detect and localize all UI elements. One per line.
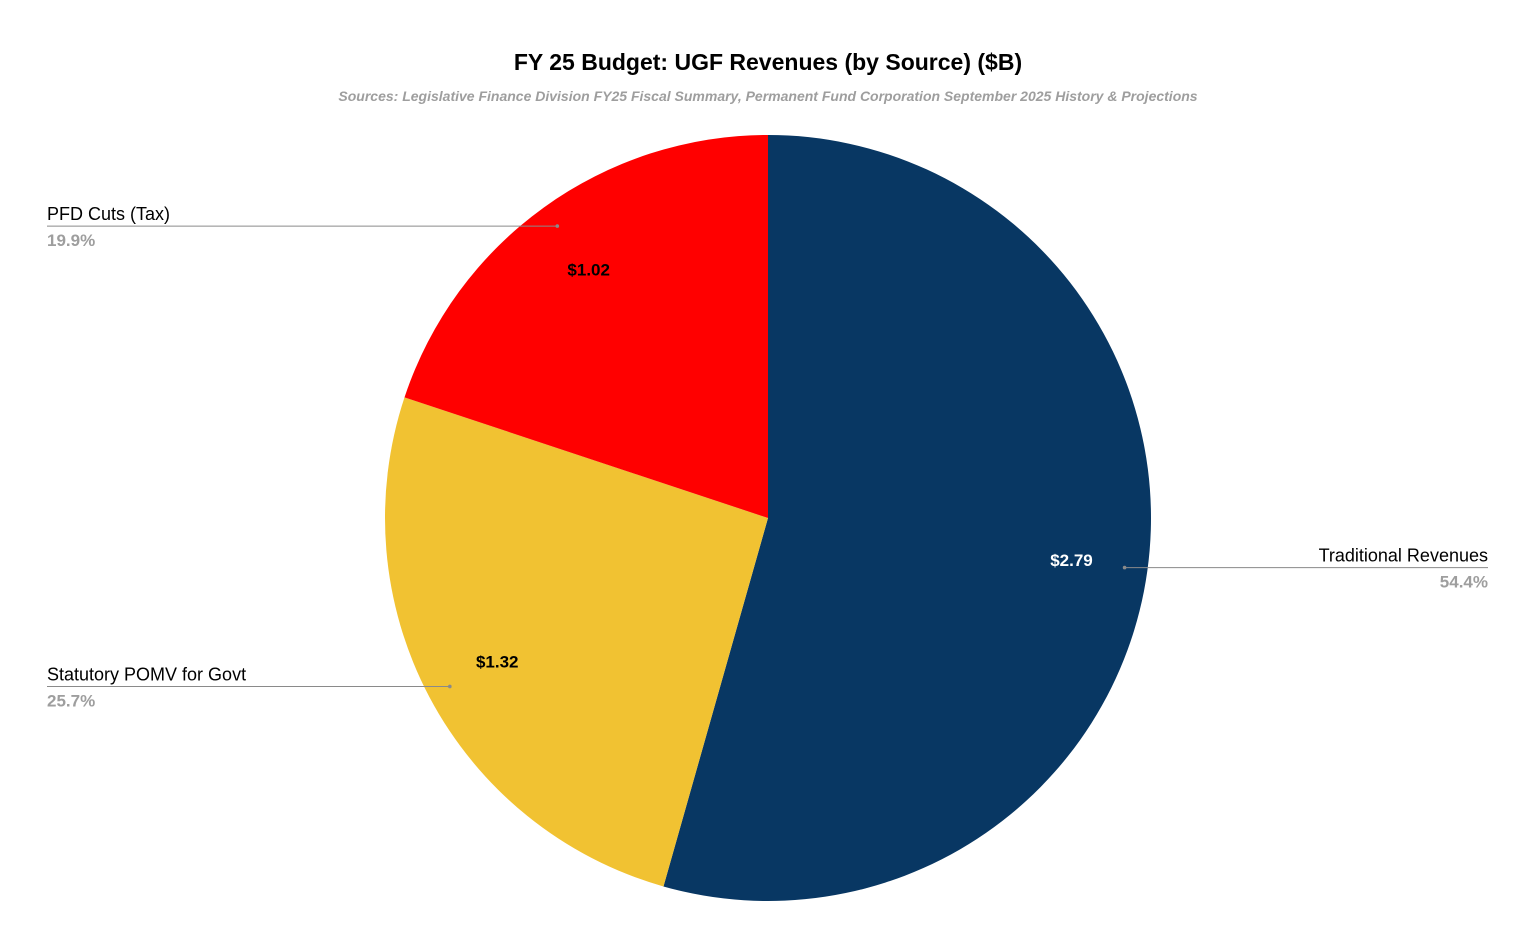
slice-percent-statutory-pomv-for-govt: 25.7% bbox=[47, 691, 95, 710]
pie-slice-traditional-revenues bbox=[663, 135, 1151, 901]
slice-name-traditional-revenues: Traditional Revenues bbox=[1319, 546, 1488, 566]
slice-name-pfd-cuts-tax: PFD Cuts (Tax) bbox=[47, 204, 170, 224]
slice-percent-pfd-cuts-tax: 19.9% bbox=[47, 231, 95, 250]
leader-dot-pfd-cuts-tax bbox=[555, 224, 560, 228]
slice-name-statutory-pomv-for-govt: Statutory POMV for Govt bbox=[47, 664, 246, 684]
pie-slice-statutory-pomv-for-govt bbox=[384, 397, 768, 887]
leader-dot-traditional-revenues bbox=[1122, 565, 1127, 570]
data-label-traditional-revenues: $2.79 bbox=[1050, 551, 1093, 570]
data-label-pfd-cuts-tax: $1.02 bbox=[567, 261, 610, 280]
pie-slice-pfd-cuts-tax bbox=[404, 135, 768, 518]
data-label-statutory-pomv-for-govt: $1.32 bbox=[476, 652, 519, 671]
chart-subtitle: Sources: Legislative Finance Division FY… bbox=[338, 88, 1197, 104]
leader-dot-statutory-pomv-for-govt bbox=[448, 684, 452, 689]
chart-title: FY 25 Budget: UGF Revenues (by Source) (… bbox=[514, 49, 1022, 75]
slice-percent-traditional-revenues: 54.4% bbox=[1440, 573, 1488, 592]
